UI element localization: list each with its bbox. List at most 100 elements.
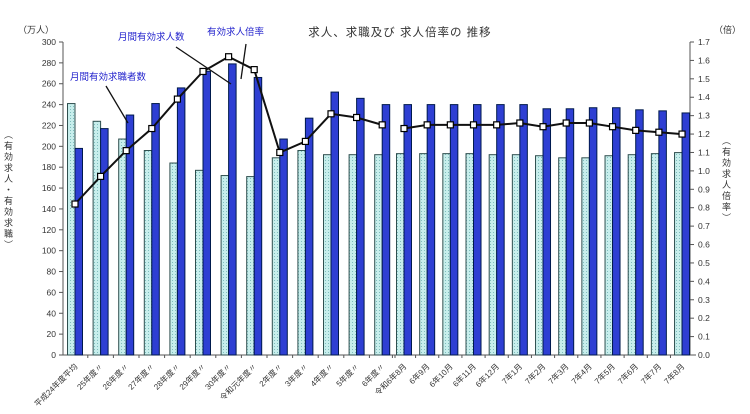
ratio-marker	[148, 124, 156, 133]
right-axis-tick-label: 1.1	[698, 147, 710, 157]
left-axis-tick-label: 60	[47, 287, 57, 297]
x-axis-category-label: 2年度〃	[257, 361, 284, 388]
right-axis-tick-label: 0.2	[698, 313, 710, 323]
seekers-bar	[650, 153, 660, 356]
right-axis-tick-label: 0.1	[698, 332, 710, 342]
seekers-bar	[535, 155, 544, 356]
legend-openings-label: 月間有効求人数	[118, 32, 185, 43]
ratio-marker	[678, 130, 686, 138]
seekers-bar	[374, 154, 383, 356]
right-axis-title: （有効求人倍率）	[721, 136, 731, 224]
seekers-bar	[419, 153, 428, 356]
ratio-marker	[71, 200, 79, 208]
seekers-bar	[67, 103, 76, 356]
seekers-bar	[143, 150, 153, 356]
ratio-marker	[276, 148, 284, 157]
right-axis-tick-label: 0.8	[698, 203, 710, 213]
seekers-bar	[511, 154, 521, 356]
openings-bar	[304, 117, 314, 356]
seekers-bar	[323, 154, 332, 356]
openings-bar	[565, 108, 575, 356]
seekers-bar	[488, 154, 498, 356]
ratio-marker	[446, 121, 454, 129]
openings-bar	[403, 104, 412, 356]
openings-annotation-leader	[175, 46, 232, 85]
ratio-marker	[493, 121, 501, 129]
right-axis-tick-label: 0.5	[698, 258, 710, 268]
x-axis-category-label: 平成24年度平均	[32, 361, 79, 408]
x-axis-category-label: 4年度〃	[308, 361, 335, 388]
openings-bar	[381, 104, 391, 356]
right-axis-tick-label: 0.9	[698, 184, 710, 194]
x-axis-category-label: 7年8月	[662, 361, 687, 386]
ratio-annotation-leader	[240, 43, 247, 80]
left-axis-tick-label: 260	[42, 79, 56, 89]
left-axis-tick-label: 300	[42, 37, 56, 47]
chart-title: 求人、求職及び 求人倍率の 推移	[308, 27, 492, 39]
seekers-bar	[465, 153, 475, 356]
openings-bar	[426, 104, 436, 356]
openings-bar	[228, 63, 237, 356]
ratio-marker	[469, 121, 478, 129]
left-axis-title: （有効求人・有効求職）	[3, 130, 13, 251]
ratio-marker	[96, 172, 105, 181]
openings-bar	[176, 87, 186, 356]
right-axis-tick-label: 0.3	[698, 295, 710, 305]
left-axis-tick-label: 160	[42, 183, 56, 193]
openings-bar	[542, 108, 552, 356]
legend-seekers-label: 月間有効求職者数	[70, 72, 147, 83]
x-axis-category-label: 28年度〃	[151, 361, 181, 391]
seekers-annotation-leader	[105, 85, 129, 124]
seekers-bar	[396, 153, 405, 356]
seekers-bar	[674, 152, 683, 356]
left-axis-tick-label: 0	[51, 350, 56, 360]
openings-bar	[74, 147, 83, 356]
openings-bar	[519, 104, 528, 356]
right-axis-tick-label: 0.0	[698, 350, 710, 360]
openings-bar	[253, 76, 263, 356]
openings-bar	[356, 97, 365, 356]
left-axis-tick-label: 200	[42, 141, 56, 151]
seekers-bar	[627, 154, 637, 356]
openings-bar	[473, 104, 482, 356]
right-axis-tick-label: 1.6	[698, 55, 710, 65]
openings-bar	[635, 109, 644, 356]
x-axis-category-label: 6年10月	[427, 361, 455, 389]
ratio-marker	[423, 121, 431, 129]
seekers-bar	[169, 162, 178, 356]
seekers-bar	[348, 154, 358, 356]
openings-bar	[151, 103, 160, 356]
left-axis-tick-label: 120	[42, 225, 56, 235]
left-axis-tick-label: 20	[47, 329, 57, 339]
ratio-marker	[632, 126, 640, 134]
ratio-marker	[608, 123, 617, 131]
seekers-bar	[220, 175, 230, 356]
x-axis-category-label: 26年度〃	[100, 361, 130, 391]
openings-bar	[612, 107, 621, 356]
ratio-marker	[173, 95, 181, 103]
openings-bar	[681, 112, 691, 356]
x-axis-category-label: 7年3月	[546, 361, 571, 386]
x-axis-category-label: 3年度〃	[283, 361, 310, 388]
right-axis-tick-label: 1.5	[698, 74, 710, 84]
seekers-bar	[118, 138, 127, 356]
openings-bar	[658, 110, 667, 356]
seekers-bar	[297, 150, 306, 356]
openings-bar	[100, 128, 109, 356]
right-axis-tick-label: 1.0	[698, 166, 710, 176]
seekers-bar	[604, 155, 614, 356]
right-axis-tick-label: 1.4	[698, 92, 710, 102]
ratio-marker	[400, 124, 408, 133]
left-axis-tick-label: 100	[42, 246, 56, 256]
right-axis-tick-label: 1.2	[698, 129, 710, 139]
ratio-marker	[199, 67, 207, 76]
openings-bar	[449, 104, 459, 356]
x-axis-category-label: 7年5月	[592, 361, 617, 386]
ratio-marker	[250, 66, 258, 74]
right-axis-tick-label: 0.7	[698, 221, 710, 231]
x-axis-category-label: 5年度〃	[334, 361, 361, 388]
openings-bar	[202, 70, 211, 356]
openings-bar	[496, 104, 505, 356]
